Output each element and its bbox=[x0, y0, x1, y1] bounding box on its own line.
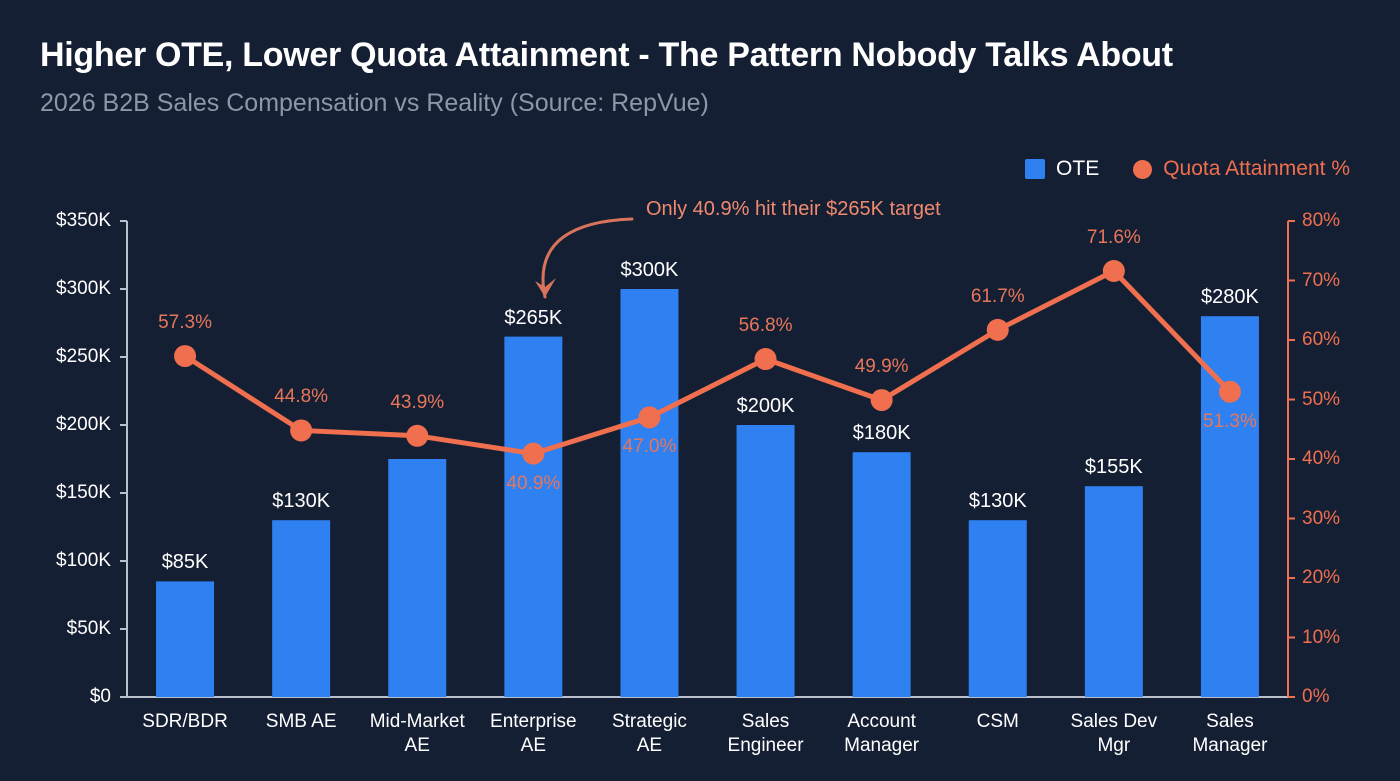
x-axis-tick-label: Sales Manager bbox=[1192, 711, 1268, 756]
quota-attainment-line bbox=[182, 268, 1233, 457]
x-axis-tick-label: Account Manager bbox=[844, 711, 920, 756]
bar-value-label: $265K bbox=[504, 306, 563, 329]
legend-label-ote: OTE bbox=[1056, 157, 1100, 180]
y-axis-right-tick-label: 30% bbox=[1302, 507, 1341, 529]
x-axis-tick-label: SDR/BDR bbox=[142, 711, 228, 732]
x-axis-tick-label: Sales Engineer bbox=[727, 711, 804, 756]
legend-square-icon bbox=[1025, 159, 1046, 179]
y-axis-left-tick-label: $50K bbox=[66, 618, 111, 639]
bar[interactable] bbox=[156, 581, 215, 697]
legend-item-ote[interactable]: OTE bbox=[1025, 157, 1099, 181]
x-axis-tick-label: Enterprise AE bbox=[490, 711, 577, 756]
bar-value-label: $200K bbox=[736, 395, 795, 417]
chart-legend: OTE Quota Attainment % bbox=[1025, 157, 1350, 181]
bar-value-label: $280K bbox=[1201, 286, 1259, 309]
line-value-label: 61.7% bbox=[970, 285, 1025, 307]
bar[interactable] bbox=[620, 289, 679, 697]
y-axis-right-tick-label: 60% bbox=[1302, 329, 1341, 350]
line-value-label: 57.3% bbox=[158, 312, 212, 334]
y-axis-left-tick-label: $250K bbox=[56, 346, 111, 367]
legend-label-quota-attainment: Quota Attainment % bbox=[1163, 157, 1350, 180]
y-axis-right-tick-label: 10% bbox=[1302, 626, 1341, 648]
chart-annotation-text: Only 40.9% hit their $265K target bbox=[646, 198, 941, 220]
annotation-layer bbox=[535, 217, 634, 299]
bar[interactable] bbox=[968, 520, 1027, 697]
y-axis-right-tick-label: 70% bbox=[1302, 269, 1341, 291]
bar[interactable] bbox=[504, 336, 563, 697]
x-axis-tick-label: Sales Dev Mgr bbox=[1070, 711, 1158, 756]
bar-value-label: $300K bbox=[620, 259, 679, 281]
x-axis-tick-label: Mid-Market AE bbox=[369, 711, 465, 756]
line-value-label: 71.6% bbox=[1086, 226, 1141, 248]
bar-value-label: $155K bbox=[1084, 456, 1143, 479]
line-data-point[interactable] bbox=[1102, 259, 1125, 282]
line-data-point[interactable] bbox=[522, 442, 545, 465]
legend-circle-icon bbox=[1133, 159, 1153, 179]
y-axis-right-tick-label: 40% bbox=[1302, 448, 1341, 469]
line-value-label: 49.9% bbox=[854, 356, 909, 378]
bar[interactable] bbox=[1084, 486, 1143, 697]
y-axis-left-tick-label: $0 bbox=[89, 686, 111, 707]
bar-value-label: $180K bbox=[852, 422, 911, 445]
x-axis-tick-label: Strategic AE bbox=[611, 711, 687, 756]
y-axis-right-tick-label: 0% bbox=[1302, 686, 1330, 707]
line-layer bbox=[174, 259, 1241, 465]
bar[interactable] bbox=[1200, 316, 1259, 697]
y-axis-left-tick-label: $100K bbox=[56, 550, 111, 571]
bar[interactable] bbox=[272, 520, 331, 697]
y-axis-right-tick-label: 50% bbox=[1302, 388, 1341, 410]
line-data-point[interactable] bbox=[754, 348, 777, 371]
y-axis-left-tick-label: $150K bbox=[56, 482, 111, 503]
annotation-arrowhead-icon bbox=[535, 278, 556, 297]
y-axis-left-tick-label: $350K bbox=[56, 210, 111, 231]
x-axis-tick-label: CSM bbox=[976, 711, 1019, 732]
line-data-point[interactable] bbox=[406, 424, 429, 447]
line-value-label: 56.8% bbox=[738, 315, 793, 337]
line-value-label: 40.9% bbox=[506, 472, 561, 494]
line-value-label: 51.3% bbox=[1203, 410, 1257, 432]
line-data-point[interactable] bbox=[870, 389, 893, 412]
line-data-point[interactable] bbox=[638, 406, 661, 429]
bar-value-label: $130K bbox=[272, 490, 331, 513]
y-axis-right-tick-label: 20% bbox=[1302, 567, 1341, 588]
bar[interactable] bbox=[736, 425, 795, 697]
legend-item-quota-attainment[interactable]: Quota Attainment % bbox=[1133, 157, 1350, 181]
y-axis-right-tick-label: 80% bbox=[1302, 210, 1341, 231]
line-data-point[interactable] bbox=[290, 419, 313, 442]
bar-value-label: $85K bbox=[161, 551, 209, 574]
y-axis-left-tick-label: $300K bbox=[56, 278, 111, 299]
line-data-point[interactable] bbox=[986, 318, 1009, 341]
bar-value-label: $130K bbox=[968, 490, 1027, 513]
bar[interactable] bbox=[852, 452, 911, 697]
page-title: Higher OTE, Lower Quota Attainment - The… bbox=[40, 36, 1173, 74]
line-data-point[interactable] bbox=[1218, 380, 1241, 403]
line-value-label: 44.8% bbox=[274, 386, 329, 408]
y-axis-left-tick-label: $200K bbox=[56, 414, 111, 435]
x-axis-tick-label: SMB AE bbox=[265, 711, 337, 732]
page-subtitle: 2026 B2B Sales Compensation vs Reality (… bbox=[40, 89, 709, 117]
line-value-label: 43.9% bbox=[390, 391, 445, 413]
annotation-arrow-line bbox=[541, 217, 634, 299]
bars-layer bbox=[156, 289, 1259, 697]
line-value-label: 47.0% bbox=[622, 436, 677, 458]
line-data-point[interactable] bbox=[174, 345, 197, 368]
bar[interactable] bbox=[388, 459, 447, 697]
